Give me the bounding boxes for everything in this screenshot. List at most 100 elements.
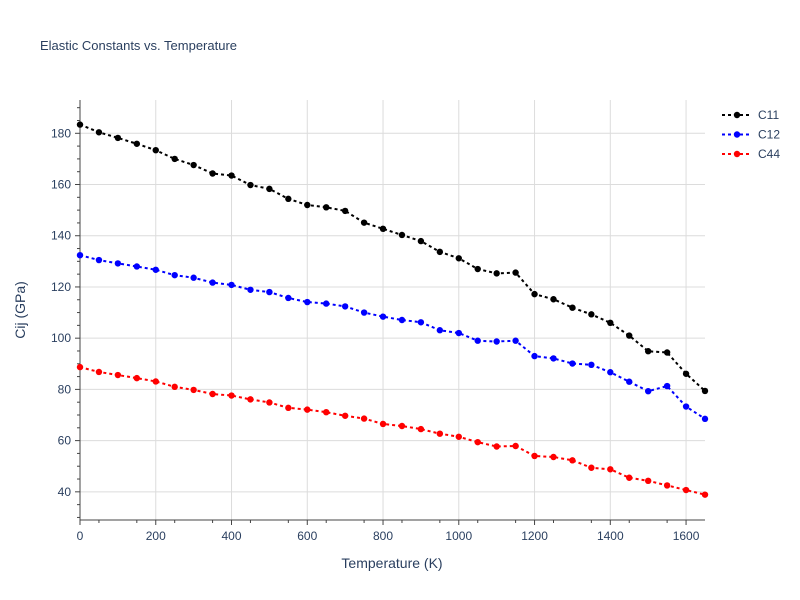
series-c11 [76,121,709,395]
data-point [474,337,481,344]
y-tick-label: 180 [51,126,71,140]
y-tick-label: 80 [58,382,72,396]
data-point [682,370,690,377]
data-point [95,368,103,376]
axes [79,100,705,521]
data-point [701,387,709,395]
legend-item-c11[interactable]: C11 [722,108,779,122]
data-point [228,392,235,399]
data-point [304,201,311,209]
data-point [663,382,671,390]
data-point [512,442,519,450]
data-point [607,319,614,327]
data-point [436,248,444,256]
y-tick-label: 40 [58,485,72,499]
data-point [133,263,141,270]
data-point [644,387,652,395]
data-point [379,420,387,428]
data-point [455,433,462,440]
data-point [493,338,500,345]
grid [80,100,705,520]
data-point [455,329,462,337]
data-point [512,269,519,276]
data-point [512,337,519,344]
data-point [114,260,122,267]
data-point [701,491,709,498]
x-tick-label: 200 [146,529,166,543]
data-point [417,237,425,245]
data-point [95,129,103,136]
data-point [285,195,292,203]
data-point [228,281,235,289]
series-line [79,366,706,496]
legend-swatch-marker [733,131,741,138]
chart-title: Elastic Constants vs. Temperature [40,38,237,53]
data-point [152,146,159,154]
legend-swatch-marker [733,111,741,119]
data-point [266,185,273,193]
data-point [474,265,481,273]
data-point [682,403,690,410]
y-tick-label: 60 [58,434,72,448]
data-point [493,443,500,450]
data-point [323,408,330,416]
data-point [76,363,84,371]
series-line [79,123,706,392]
data-point [133,374,141,382]
data-point [379,225,387,233]
data-point [323,204,330,211]
data-point [209,170,216,177]
data-point [360,219,368,226]
data-point [304,406,311,413]
data-point [379,313,387,320]
legend-label: C12 [758,128,780,142]
data-point [531,452,538,460]
series-line [79,254,706,420]
data-point [266,288,273,296]
y-axis-ticks: 40 60 80 100 120 140 160 180 [51,107,80,518]
data-point [607,369,614,376]
data-point [171,271,178,279]
data-point [569,457,576,464]
data-point [190,274,197,281]
series-c44 [76,363,709,498]
data-point [626,378,633,385]
x-tick-label: 1400 [597,529,624,543]
x-tick-label: 1600 [673,529,700,543]
data-point [417,319,425,326]
legend: C11 C12 C44 [722,108,780,161]
data-point [247,181,254,189]
data-point [209,279,216,286]
data-point [550,296,557,303]
data-point [550,355,557,362]
x-tick-label: 1000 [445,529,472,543]
data-point [436,430,444,437]
data-point [228,172,235,179]
data-point [663,482,671,489]
data-point [247,286,254,293]
data-point [266,399,273,406]
data-point [285,294,292,302]
data-point [607,466,614,473]
legend-item-c44[interactable]: C44 [722,147,780,161]
data-point [190,386,197,394]
legend-item-c12[interactable]: C12 [722,128,780,142]
data-point [114,371,122,379]
y-tick-label: 140 [51,229,71,243]
data-point [701,415,709,423]
data-point [531,352,538,360]
legend-label: C11 [758,108,779,122]
data-point [133,140,141,147]
data-point [76,251,84,259]
x-axis-title: Temperature (K) [341,555,442,571]
data-point [626,332,633,339]
data-point [436,327,444,334]
data-point [474,438,481,446]
data-point [209,390,216,398]
data-point [588,361,595,369]
data-point [644,477,652,485]
y-tick-label: 160 [51,178,71,192]
data-point [341,207,349,215]
data-point [171,383,178,391]
